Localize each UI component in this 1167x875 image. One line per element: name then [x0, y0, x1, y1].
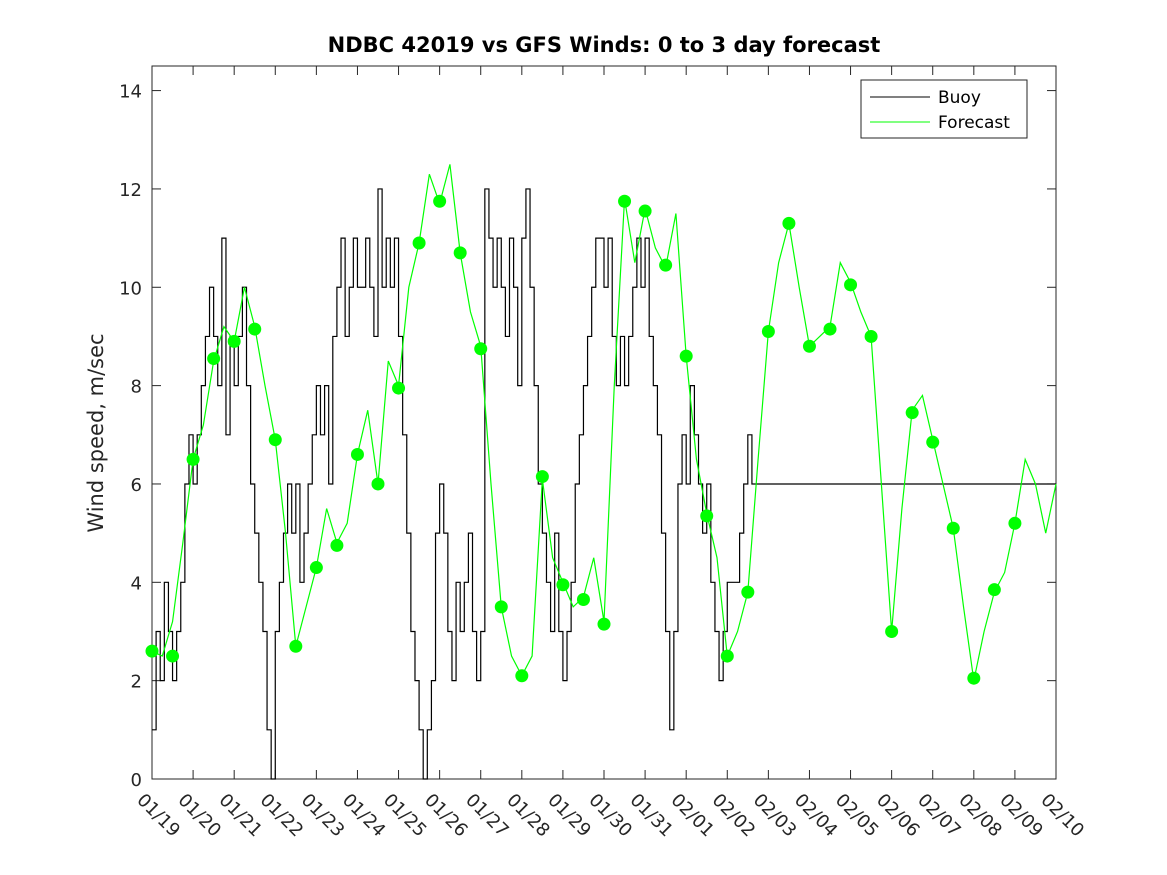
legend-buoy-label: Buoy: [938, 88, 981, 108]
forecast-marker: [535, 470, 549, 484]
forecast-marker: [227, 334, 241, 348]
y-tick-label: 10: [119, 278, 142, 299]
forecast-marker: [967, 671, 981, 685]
forecast-marker: [268, 433, 282, 447]
y-tick-label: 8: [131, 377, 142, 398]
legend-forecast-label: Forecast: [938, 113, 1010, 133]
y-tick-label: 2: [131, 672, 142, 693]
forecast-marker: [576, 593, 590, 607]
forecast-marker: [392, 381, 406, 395]
y-tick-label: 0: [131, 770, 142, 791]
forecast-marker: [823, 322, 837, 336]
legend: Buoy Forecast: [860, 79, 1028, 139]
forecast-marker: [453, 246, 467, 260]
forecast-marker: [761, 325, 775, 339]
chart-title: NDBC 42019 vs GFS Winds: 0 to 3 day fore…: [328, 33, 881, 57]
forecast-marker: [145, 644, 159, 658]
forecast-marker: [474, 342, 488, 356]
forecast-marker: [597, 617, 611, 631]
forecast-marker: [433, 194, 447, 208]
forecast-marker: [515, 669, 529, 683]
forecast-marker: [350, 447, 364, 461]
forecast-marker: [926, 435, 940, 449]
forecast-marker: [946, 521, 960, 535]
forecast-marker: [905, 406, 919, 420]
y-tick-label: 4: [131, 573, 142, 594]
forecast-marker: [494, 600, 508, 614]
forecast-marker: [371, 477, 385, 491]
forecast-marker: [782, 216, 796, 230]
forecast-marker: [885, 624, 899, 638]
forecast-marker: [166, 649, 180, 663]
forecast-marker: [248, 322, 262, 336]
forecast-marker: [659, 258, 673, 272]
forecast-marker: [289, 639, 303, 653]
y-tick-label: 14: [119, 82, 142, 103]
forecast-marker: [186, 452, 200, 466]
forecast-marker: [802, 339, 816, 353]
forecast-marker: [556, 578, 570, 592]
y-tick-label: 6: [131, 475, 142, 496]
forecast-marker: [679, 349, 693, 363]
forecast-marker: [330, 538, 344, 552]
marker-layer: [145, 194, 1022, 685]
forecast-marker: [720, 649, 734, 663]
legend-box: [860, 79, 1028, 139]
forecast-marker: [638, 204, 652, 218]
forecast-marker: [700, 509, 714, 523]
forecast-marker: [741, 585, 755, 599]
y-axis-label: Wind speed, m/sec: [84, 333, 108, 532]
forecast-marker: [844, 278, 858, 292]
series-line-buoy: [152, 188, 1056, 780]
forecast-marker: [1008, 516, 1022, 530]
forecast-marker: [207, 352, 221, 366]
forecast-marker: [309, 561, 323, 575]
forecast-marker: [987, 583, 1001, 597]
y-tick-label: 12: [119, 180, 142, 201]
forecast-marker: [618, 194, 632, 208]
forecast-marker: [864, 329, 878, 343]
forecast-marker: [412, 236, 426, 250]
